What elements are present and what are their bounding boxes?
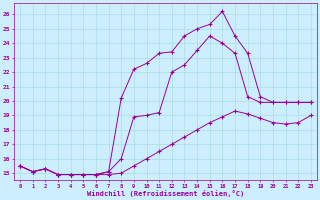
X-axis label: Windchill (Refroidissement éolien,°C): Windchill (Refroidissement éolien,°C) [87,190,244,197]
